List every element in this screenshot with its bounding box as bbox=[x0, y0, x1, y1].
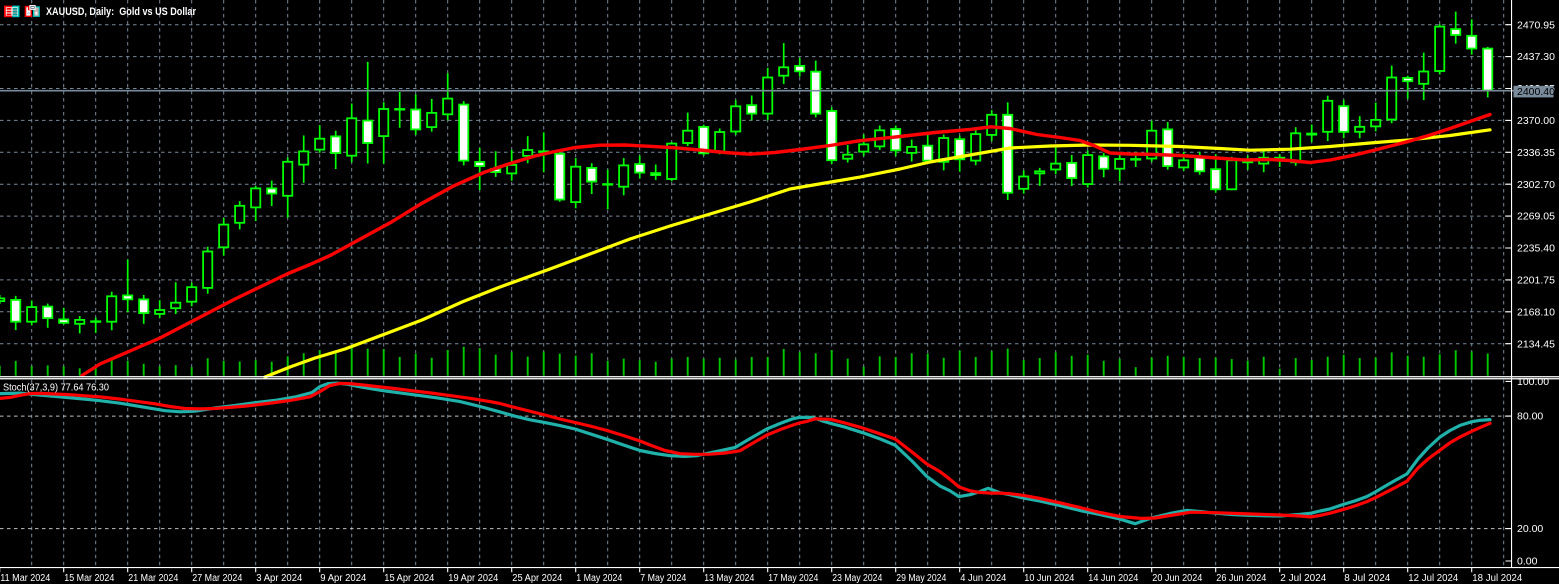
svg-text:2470.95: 2470.95 bbox=[1517, 19, 1555, 31]
svg-text:100.00: 100.00 bbox=[1517, 376, 1549, 388]
svg-text:21 Mar 2024: 21 Mar 2024 bbox=[128, 573, 178, 584]
svg-text:9 Apr 2024: 9 Apr 2024 bbox=[320, 573, 367, 584]
svg-text:2336.35: 2336.35 bbox=[1517, 147, 1555, 159]
svg-text:19 Apr 2024: 19 Apr 2024 bbox=[448, 573, 499, 584]
svg-text:8 Jul 2024: 8 Jul 2024 bbox=[1344, 573, 1391, 584]
svg-text:2400.40: 2400.40 bbox=[1517, 86, 1555, 98]
svg-text:27 Mar 2024: 27 Mar 2024 bbox=[192, 573, 242, 584]
svg-text:13 May 2024: 13 May 2024 bbox=[704, 573, 754, 584]
svg-text:2201.75: 2201.75 bbox=[1517, 275, 1555, 287]
svg-text:2134.45: 2134.45 bbox=[1517, 338, 1555, 350]
svg-text:2 Jul 2024: 2 Jul 2024 bbox=[1280, 573, 1327, 584]
svg-text:14 Jun 2024: 14 Jun 2024 bbox=[1088, 573, 1139, 584]
svg-text:XAUUSD, Daily: Gold vs US Dol: XAUUSD, Daily: Gold vs US Dollar bbox=[46, 6, 197, 18]
svg-text:2370.00: 2370.00 bbox=[1517, 115, 1555, 127]
svg-text:0.00: 0.00 bbox=[1517, 556, 1538, 568]
svg-text:12 Jul 2024: 12 Jul 2024 bbox=[1408, 573, 1459, 584]
svg-text:80.00: 80.00 bbox=[1517, 411, 1543, 423]
svg-text:11 Mar 2024: 11 Mar 2024 bbox=[0, 573, 51, 584]
svg-text:15 Apr 2024: 15 Apr 2024 bbox=[384, 573, 435, 584]
svg-text:26 Jun 2024: 26 Jun 2024 bbox=[1216, 573, 1267, 584]
svg-text:2302.70: 2302.70 bbox=[1517, 179, 1555, 191]
svg-text:2437.30: 2437.30 bbox=[1517, 51, 1555, 63]
svg-text:25 Apr 2024: 25 Apr 2024 bbox=[512, 573, 563, 584]
svg-text:10 Jun 2024: 10 Jun 2024 bbox=[1024, 573, 1075, 584]
svg-text:15 Mar 2024: 15 Mar 2024 bbox=[64, 573, 114, 584]
svg-text:Stoch(37,3,9) 77.64 76.30: Stoch(37,3,9) 77.64 76.30 bbox=[3, 381, 109, 393]
svg-text:7 May 2024: 7 May 2024 bbox=[640, 573, 686, 584]
svg-text:18 Jul 2024: 18 Jul 2024 bbox=[1472, 573, 1523, 584]
svg-text:20 Jun 2024: 20 Jun 2024 bbox=[1152, 573, 1203, 584]
svg-text:29 May 2024: 29 May 2024 bbox=[896, 573, 946, 584]
svg-text:20.00: 20.00 bbox=[1517, 523, 1543, 535]
svg-text:2269.05: 2269.05 bbox=[1517, 211, 1555, 223]
svg-text:3 Apr 2024: 3 Apr 2024 bbox=[256, 573, 303, 584]
svg-text:23 May 2024: 23 May 2024 bbox=[832, 573, 882, 584]
svg-text:2235.40: 2235.40 bbox=[1517, 243, 1555, 255]
svg-text:2168.10: 2168.10 bbox=[1517, 306, 1555, 318]
svg-text:1 May 2024: 1 May 2024 bbox=[576, 573, 622, 584]
svg-text:17 May 2024: 17 May 2024 bbox=[768, 573, 818, 584]
svg-text:4 Jun 2024: 4 Jun 2024 bbox=[960, 573, 1007, 584]
